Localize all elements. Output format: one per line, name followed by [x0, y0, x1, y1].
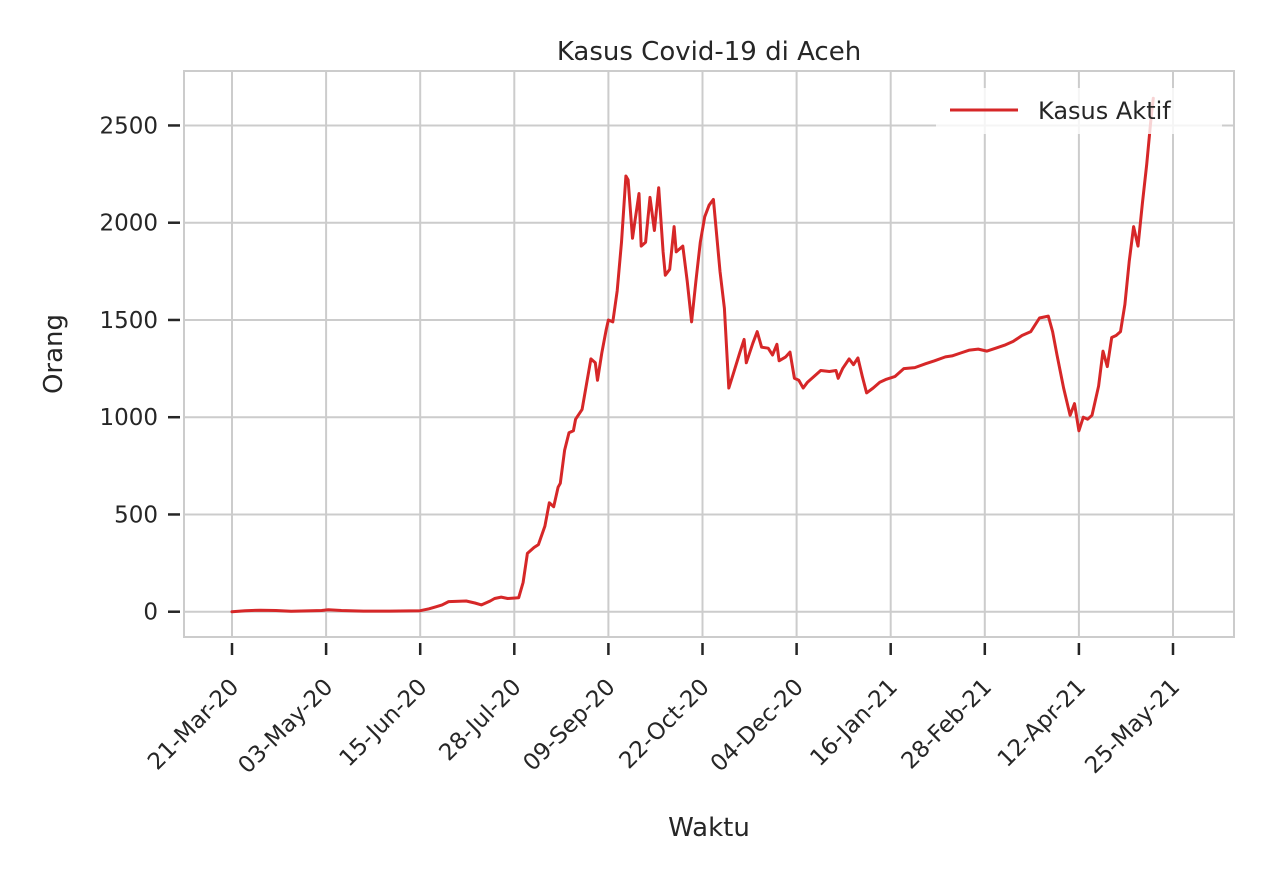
series-lines: [230, 96, 1155, 614]
x-tick-label: 28-Jul-20: [434, 674, 526, 766]
x-tick-label: 04-Dec-20: [706, 674, 809, 777]
x-tick-label: 03-May-20: [233, 674, 338, 779]
chart-title: Kasus Covid-19 di Aceh: [557, 37, 861, 67]
legend: Kasus Aktif: [936, 88, 1222, 134]
x-tick-label: 16-Jan-21: [805, 674, 902, 771]
y-tick-label: 0: [143, 600, 158, 626]
legend-label-kasus-aktif: Kasus Aktif: [1038, 97, 1171, 125]
y-tick-label: 500: [114, 502, 158, 528]
grid: [184, 71, 1234, 637]
x-tick-label: 12-Apr-21: [993, 674, 1091, 772]
x-tick-label: 15-Jun-20: [335, 674, 433, 772]
x-tick-label: 25-May-21: [1080, 674, 1185, 779]
plot-area-frame: [183, 70, 1235, 638]
y-tick-label: 1500: [99, 308, 158, 334]
x-axis-title: Waktu: [668, 813, 750, 843]
x-tick-label: 09-Sep-20: [518, 674, 620, 776]
y-tick-label: 2000: [99, 211, 158, 237]
y-tick-label: 2500: [99, 113, 158, 139]
series-line-kasus-aktif: [230, 96, 1155, 614]
y-axis-title: Orang: [39, 314, 69, 394]
y-axis-ticks: 0 500 1000 1500 2000 2500: [99, 113, 180, 626]
x-tick-label: 28-Feb-21: [897, 674, 997, 774]
x-tick-label: 22-Oct-20: [615, 674, 715, 774]
x-tick-label: 21-Mar-20: [143, 674, 244, 775]
y-tick-label: 1000: [99, 405, 158, 431]
